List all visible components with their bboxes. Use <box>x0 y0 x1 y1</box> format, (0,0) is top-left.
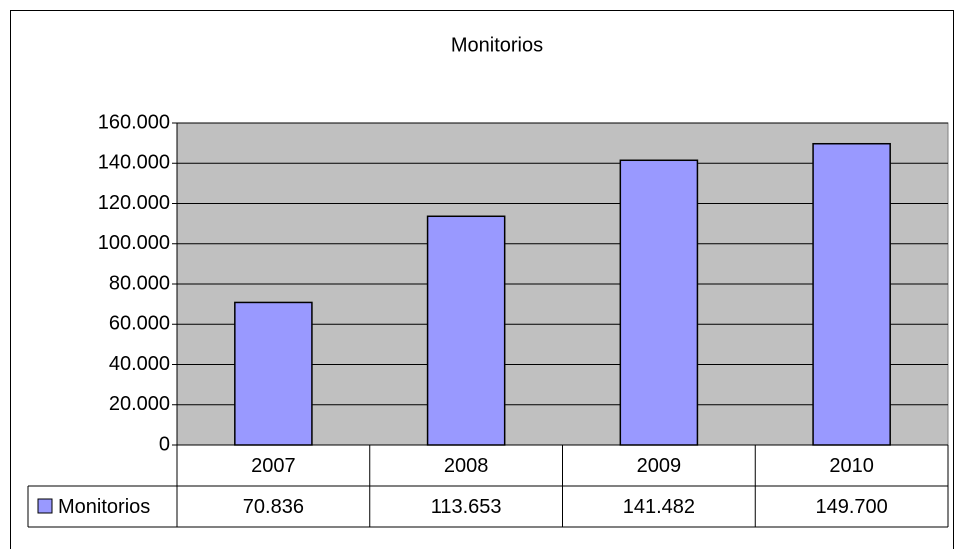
y-tick-label: 120.000 <box>98 192 170 214</box>
x-tick-label: 2008 <box>444 455 489 477</box>
bar <box>812 142 891 446</box>
bar <box>619 159 699 446</box>
legend-label: Monitorios <box>58 496 150 518</box>
data-table-value: 141.482 <box>623 496 695 518</box>
data-table-value: 113.653 <box>431 496 502 518</box>
y-tick-label: 60.000 <box>109 313 170 335</box>
x-tick-label: 2009 <box>637 455 682 477</box>
y-tick-label: 20.000 <box>109 393 170 415</box>
y-tick-label: 100.000 <box>98 232 170 254</box>
bar <box>234 301 313 446</box>
x-tick-label: 2010 <box>829 455 874 477</box>
y-tick-label: 140.000 <box>98 152 170 174</box>
y-tick-label: 0 <box>159 433 170 455</box>
y-tick-label: 80.000 <box>109 272 170 294</box>
data-table-value: 70.836 <box>243 496 304 518</box>
data-table-value: 149.700 <box>815 496 887 518</box>
chart-title: Monitorios <box>451 34 543 56</box>
legend-swatch <box>37 498 53 514</box>
y-tick-label: 160.000 <box>98 111 170 133</box>
y-tick-label: 40.000 <box>109 353 170 375</box>
x-tick-label: 2007 <box>251 455 296 477</box>
bar <box>426 215 506 446</box>
